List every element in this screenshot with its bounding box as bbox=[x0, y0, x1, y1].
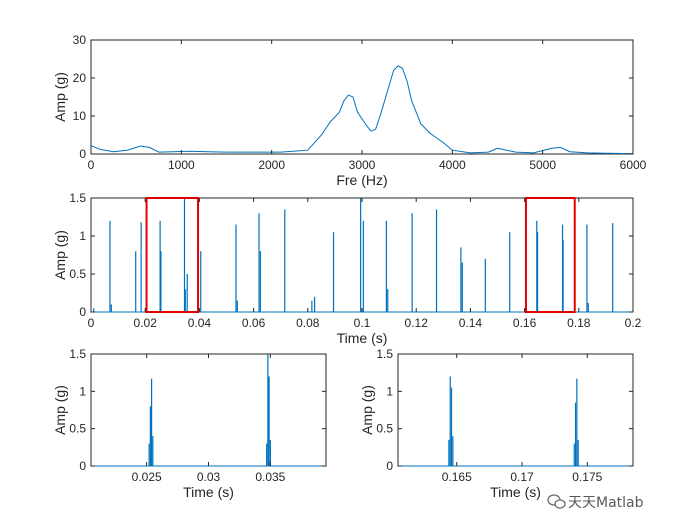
y-tick-label: 1 bbox=[79, 384, 86, 398]
x-tick-label: 0.175 bbox=[572, 470, 602, 484]
spectrum-y-ticks: 0 10 20 30 bbox=[73, 33, 633, 161]
time-signal-axes: 0 0.02 0.04 0.06 0.08 0.1 0.12 0.14 0.16 0.18 0.2 … bbox=[52, 191, 642, 346]
highlight-box bbox=[145, 197, 200, 313]
y-tick-label: 0.5 bbox=[69, 267, 86, 281]
x-tick-label: 0.025 bbox=[132, 470, 162, 484]
x-tick-label: 0.12 bbox=[405, 316, 429, 330]
y-tick-label: 1.5 bbox=[69, 191, 86, 205]
x-tick-label: 0.17 bbox=[510, 470, 534, 484]
x-tick-label: 0.1 bbox=[354, 316, 371, 330]
x-tick-label: 5000 bbox=[529, 158, 556, 172]
spectrum-x-axis-label: Fre (Hz) bbox=[336, 172, 387, 188]
x-tick-label: 0.165 bbox=[442, 470, 472, 484]
x-tick-label: 0.02 bbox=[134, 316, 158, 330]
zoom-left-y-axis-label: Amp (g) bbox=[52, 385, 68, 435]
zoom-left-x-axis-label: Time (s) bbox=[183, 484, 234, 500]
y-tick-label: 0 bbox=[79, 147, 86, 161]
x-tick-label: 0.14 bbox=[459, 316, 483, 330]
y-tick-label: 20 bbox=[73, 71, 87, 85]
x-tick-label: 0 bbox=[88, 158, 95, 172]
zoom-left-axes: 0.025 0.03 0.035 0 0.5 1 1.5 Time (s) Amp (g) bbox=[52, 347, 327, 500]
watermark-text: 天天Matlab bbox=[568, 495, 644, 511]
y-tick-label: 1 bbox=[79, 229, 86, 243]
y-tick-label: 0 bbox=[79, 305, 86, 319]
x-tick-label: 4000 bbox=[439, 158, 466, 172]
spectrum-axes: 0 1000 2000 3000 4000 5000 6000 0 10 20 30 Fre (H… bbox=[52, 33, 647, 188]
time-signal-y-axis-label: Amp (g) bbox=[52, 230, 68, 280]
zoom-right-x-ticks: 0.165 0.17 0.175 bbox=[442, 354, 603, 484]
y-tick-label: 0.5 bbox=[376, 422, 393, 436]
zoom-right-impulses-group bbox=[398, 376, 633, 467]
y-tick-label: 1.5 bbox=[376, 347, 393, 361]
x-tick-label: 0.03 bbox=[197, 470, 221, 484]
y-tick-label: 30 bbox=[73, 33, 87, 47]
x-tick-label: 0.06 bbox=[242, 316, 266, 330]
spectrum-y-axis-label: Amp (g) bbox=[52, 72, 68, 122]
x-tick-label: 6000 bbox=[620, 158, 647, 172]
zoom-right-axes: 0.165 0.17 0.175 0 0.5 1 1.5 Time (s) Amp (g) bbox=[359, 347, 634, 500]
highlight-box bbox=[524, 197, 576, 313]
time-signal-x-ticks: 0 0.02 0.04 0.06 0.08 0.1 0.12 0.14 0.16 0.18 0.2 bbox=[88, 198, 642, 330]
zoom-left-x-ticks: 0.025 0.03 0.035 bbox=[132, 354, 286, 484]
zoom-left-y-ticks: 0 0.5 1 1.5 bbox=[69, 347, 326, 473]
x-tick-label: 0.16 bbox=[513, 316, 537, 330]
wechat-icon bbox=[547, 494, 566, 509]
x-tick-label: 0.08 bbox=[296, 316, 320, 330]
y-tick-label: 0.5 bbox=[69, 422, 86, 436]
x-tick-label: 3000 bbox=[349, 158, 376, 172]
y-tick-label: 1 bbox=[386, 384, 393, 398]
x-tick-label: 0.18 bbox=[567, 316, 591, 330]
x-tick-label: 0 bbox=[88, 316, 95, 330]
time-signal-x-axis-label: Time (s) bbox=[337, 330, 388, 346]
x-tick-label: 1000 bbox=[168, 158, 195, 172]
y-tick-label: 10 bbox=[73, 109, 87, 123]
zoom-right-y-ticks: 0 0.5 1 1.5 bbox=[376, 347, 633, 473]
x-tick-label: 0.035 bbox=[255, 470, 285, 484]
time-signal-y-ticks: 0 0.5 1 1.5 bbox=[69, 191, 633, 319]
y-tick-label: 0 bbox=[386, 459, 393, 473]
x-tick-label: 2000 bbox=[258, 158, 285, 172]
spectrum-x-ticks: 0 1000 2000 3000 4000 5000 6000 bbox=[88, 40, 647, 172]
watermark: 天天Matlab bbox=[547, 494, 644, 511]
zoom-right-y-axis-label: Amp (g) bbox=[359, 385, 375, 435]
zoom-right-x-axis-label: Time (s) bbox=[490, 484, 541, 500]
x-tick-label: 0.04 bbox=[188, 316, 212, 330]
time-signal-highlight-group bbox=[145, 197, 576, 313]
y-tick-label: 0 bbox=[79, 459, 86, 473]
y-tick-label: 1.5 bbox=[69, 347, 86, 361]
x-tick-label: 0.2 bbox=[625, 316, 642, 330]
